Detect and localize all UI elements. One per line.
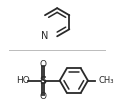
Text: HO: HO [16,76,30,85]
Text: S: S [40,76,47,86]
Text: N: N [41,30,48,41]
Text: O: O [40,60,47,69]
Text: O: O [40,92,47,101]
Text: CH₃: CH₃ [98,76,114,85]
